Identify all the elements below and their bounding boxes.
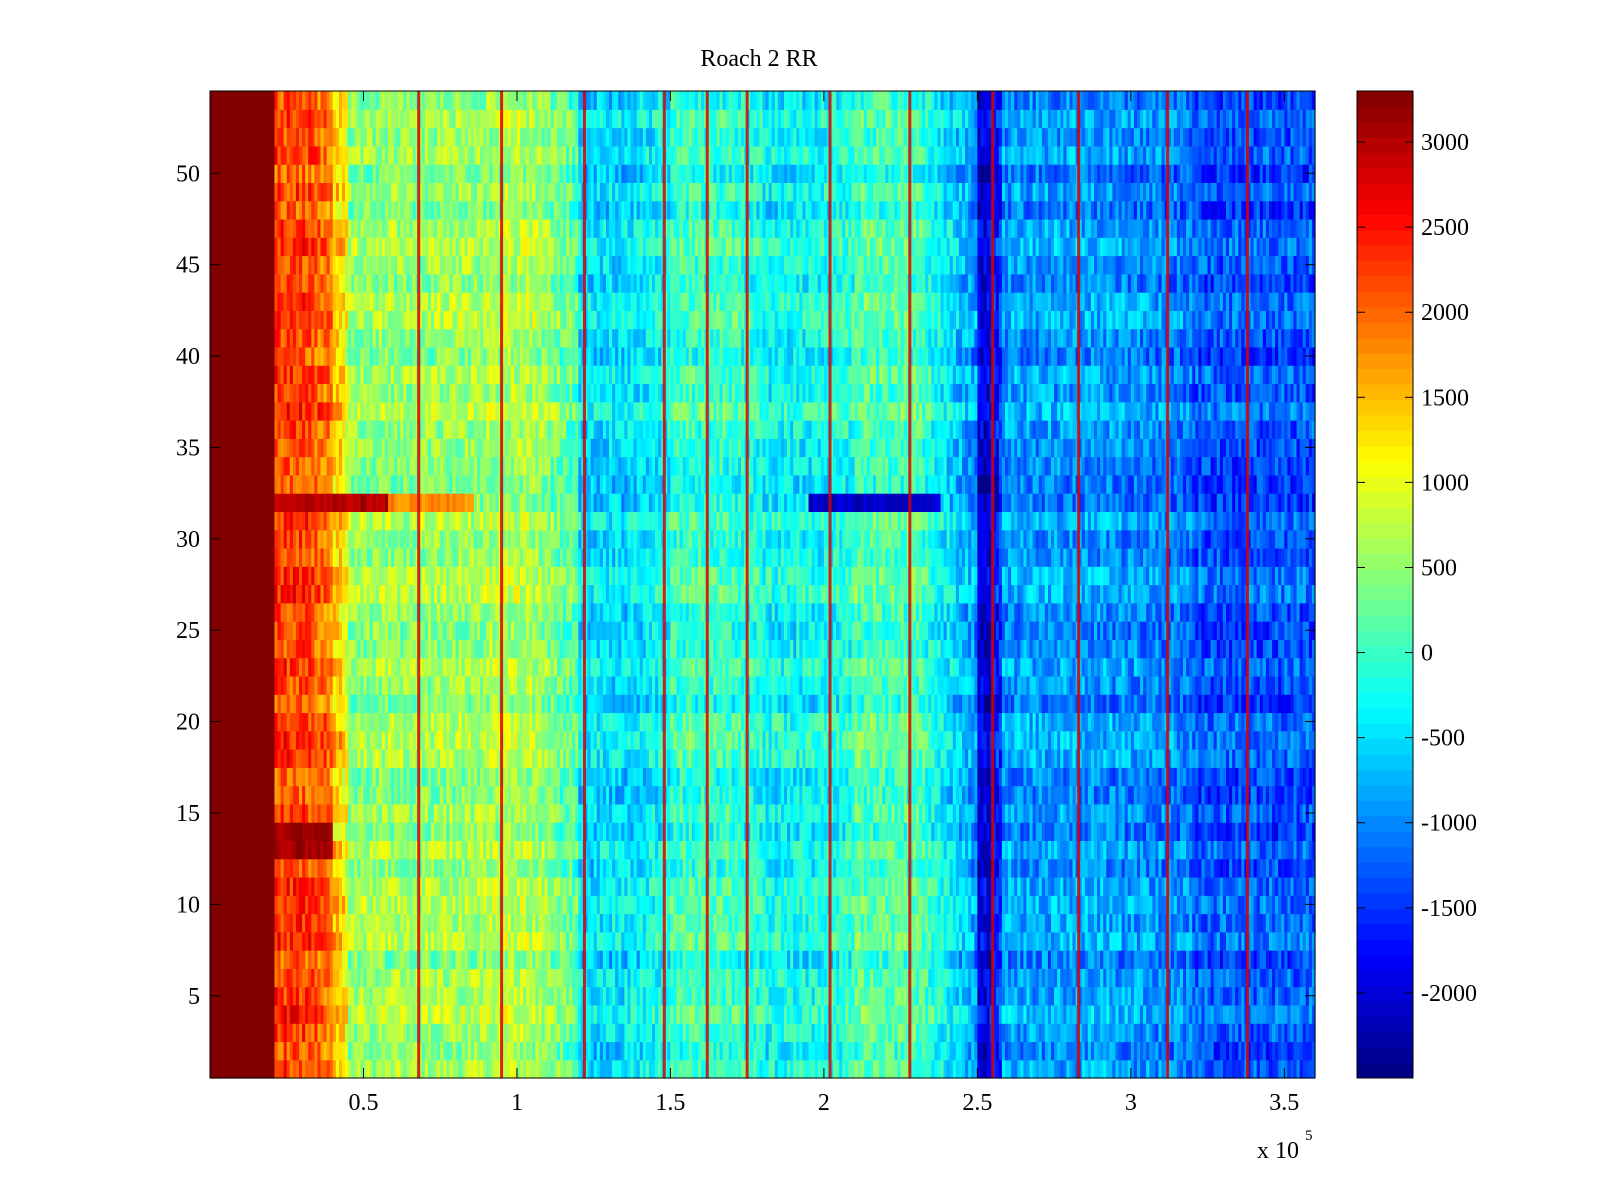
chart-title: Roach 2 RR [700, 46, 817, 72]
heatmap [210, 91, 1316, 1079]
